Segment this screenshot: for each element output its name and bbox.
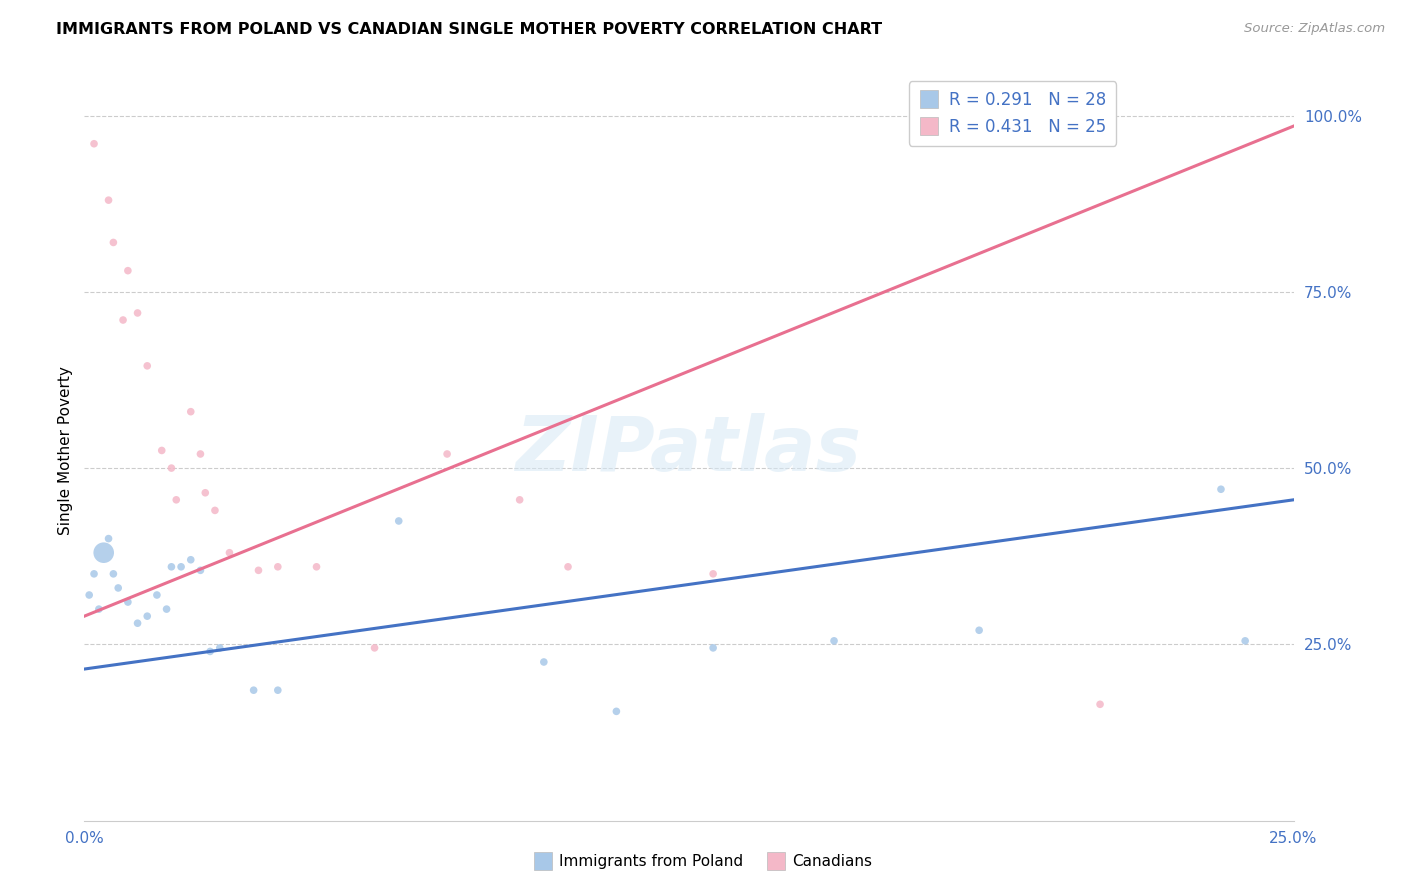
Point (1088, 698, 1111, 712)
Point (267, 683, 290, 698)
Point (557, 559, 579, 574)
Point (83, 136, 105, 151)
Point (436, 447, 458, 461)
Point (194, 485, 217, 500)
Point (823, 633, 845, 648)
Point (702, 566, 724, 581)
Point (87, 602, 110, 616)
Point (77, 588, 100, 602)
Point (180, 405, 202, 419)
Y-axis label: Single Mother Poverty: Single Mother Poverty (58, 366, 73, 535)
Point (165, 492, 187, 507)
Point (160, 461, 183, 475)
Point (117, 595, 139, 609)
Point (1234, 633, 1257, 648)
Point (103, 566, 125, 581)
Point (97, 532, 120, 546)
Point (146, 588, 169, 602)
Point (218, 546, 240, 560)
Point (103, 235, 125, 250)
Point (242, 683, 264, 698)
Point (967, 624, 990, 638)
Point (155, 602, 177, 616)
Point (93, 546, 115, 560)
Point (107, 581, 129, 595)
Point (967, 129, 990, 144)
Point (127, 306, 149, 320)
Point (267, 559, 290, 574)
Text: IMMIGRANTS FROM POLAND VS CANADIAN SINGLE MOTHER POVERTY CORRELATION CHART: IMMIGRANTS FROM POLAND VS CANADIAN SINGL… (56, 22, 883, 37)
Point (702, 640, 724, 655)
Point (305, 559, 328, 574)
Text: ZIPatlas: ZIPatlas (516, 414, 862, 487)
Point (1209, 482, 1232, 496)
Legend: R = 0.291   N = 28, R = 0.431   N = 25: R = 0.291 N = 28, R = 0.431 N = 25 (908, 81, 1116, 145)
Point (190, 447, 212, 461)
Point (97, 193, 120, 207)
Point (198, 644, 221, 658)
Point (150, 443, 173, 458)
Point (180, 553, 202, 567)
Point (136, 609, 159, 624)
Point (509, 492, 531, 507)
Point (127, 616, 149, 631)
Legend: Immigrants from Poland, Canadians: Immigrants from Poland, Canadians (527, 848, 879, 875)
Text: Source: ZipAtlas.com: Source: ZipAtlas.com (1244, 22, 1385, 36)
Point (136, 359, 159, 373)
Point (363, 640, 385, 655)
Point (83, 566, 105, 581)
Point (160, 559, 183, 574)
Point (190, 563, 212, 577)
Point (247, 563, 270, 577)
Point (388, 514, 411, 528)
Point (117, 263, 139, 277)
Point (112, 313, 135, 327)
Point (605, 704, 627, 718)
Point (170, 559, 193, 574)
Point (204, 503, 226, 517)
Point (533, 655, 555, 669)
Point (208, 640, 231, 655)
